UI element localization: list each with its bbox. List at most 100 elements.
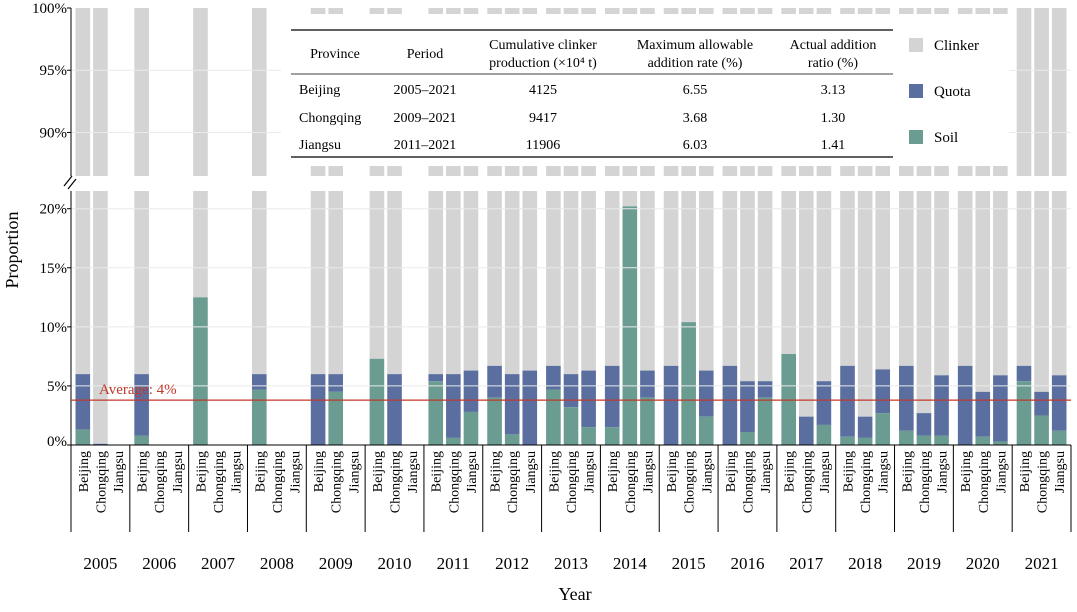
bar-clinker-lower xyxy=(875,191,891,370)
bar-clinker-lower xyxy=(757,191,773,382)
bar-clinker-lower xyxy=(957,191,973,366)
bar-soil xyxy=(740,432,755,445)
x-category-label: Jiangsu xyxy=(641,451,656,493)
table-cell: Beijing xyxy=(299,83,340,98)
bar-quota xyxy=(722,365,738,445)
bar-clinker-upper xyxy=(193,8,208,176)
bar-soil xyxy=(463,411,479,445)
bar-soil xyxy=(428,381,444,445)
bar-soil xyxy=(840,436,855,445)
legend-swatch xyxy=(909,38,923,52)
bar-soil xyxy=(563,407,579,445)
bar-clinker-lower xyxy=(581,191,596,371)
x-year-label: 2017 xyxy=(789,554,824,573)
bar-soil xyxy=(546,389,561,445)
table-cell: Jiangsu xyxy=(299,138,341,153)
bar-quota xyxy=(93,443,108,445)
x-category-label: Beijing xyxy=(430,451,445,492)
x-category-label: Jiangsu xyxy=(230,451,245,493)
bar-quota xyxy=(899,365,914,431)
bar-quota xyxy=(563,374,579,408)
bar-soil xyxy=(698,416,714,445)
bar-clinker-lower xyxy=(1016,191,1032,366)
x-category-label: Jiangsu xyxy=(112,451,127,493)
bar-quota xyxy=(975,391,991,437)
bar-clinker-lower xyxy=(816,191,832,382)
legend-label: Quota xyxy=(934,84,971,100)
x-category-label: Beijing xyxy=(489,451,504,492)
bar-quota xyxy=(134,374,149,436)
x-category-label: Beijing xyxy=(783,451,798,492)
bar-clinker-lower xyxy=(446,191,461,375)
bar-clinker-lower xyxy=(563,191,579,375)
bar-clinker-lower xyxy=(504,191,520,375)
x-category-label: Chongqing xyxy=(859,451,874,513)
bar-quota xyxy=(1051,375,1067,431)
bar-quota xyxy=(875,369,891,414)
bar-quota xyxy=(504,374,520,435)
table-cell: 2009–2021 xyxy=(394,111,457,126)
legend-label: Clinker xyxy=(934,38,979,54)
table-cell: 4125 xyxy=(529,83,557,98)
y-tick-label: 90% xyxy=(40,125,68,141)
bar-soil xyxy=(604,427,620,445)
bar-soil xyxy=(875,413,891,445)
table-header: Cumulative clinker xyxy=(489,38,597,53)
table-cell: 2011–2021 xyxy=(394,138,456,153)
x-year-label: 2010 xyxy=(378,554,412,573)
bar-clinker-lower xyxy=(840,191,855,366)
bar-quota xyxy=(957,365,973,445)
y-tick-label: 95% xyxy=(40,63,68,79)
table-header: production (×10⁴ t) xyxy=(489,56,597,71)
x-category-label: Beijing xyxy=(842,451,857,492)
bar-clinker-lower xyxy=(798,191,814,417)
bar-soil xyxy=(581,427,596,445)
x-category-label: Beijing xyxy=(547,451,562,492)
x-category-label: Chongqing xyxy=(330,451,345,513)
y-axis-title: Proportion xyxy=(2,211,22,288)
bar-quota xyxy=(446,374,461,438)
table-cell: 11906 xyxy=(526,138,560,153)
bar-soil xyxy=(446,437,461,445)
bar-clinker-lower xyxy=(640,191,655,371)
x-category-label: Jiangsu xyxy=(288,451,303,493)
x-category-label: Jiangsu xyxy=(936,451,951,493)
y-tick-label: 100% xyxy=(32,1,67,17)
x-category-label: Beijing xyxy=(900,451,915,492)
bar-quota xyxy=(640,370,655,398)
bar-clinker-lower xyxy=(740,191,755,382)
bar-quota xyxy=(428,374,444,382)
bar-clinker-lower xyxy=(193,191,208,298)
x-category-label: Jiangsu xyxy=(524,451,539,493)
x-category-label: Jiangsu xyxy=(465,451,480,493)
bar-soil xyxy=(328,391,344,445)
bar-quota xyxy=(993,375,1008,442)
table-cell: 1.30 xyxy=(821,111,846,126)
x-category-label: Beijing xyxy=(312,451,327,492)
bar-clinker-lower xyxy=(604,191,620,366)
x-category-label: Chongqing xyxy=(153,451,168,513)
bar-soil xyxy=(916,435,932,445)
bar-clinker-lower xyxy=(134,191,149,375)
bar-soil xyxy=(134,435,149,445)
table-header: Period xyxy=(407,47,444,62)
x-category-label: Beijing xyxy=(253,451,268,492)
bar-quota xyxy=(857,416,873,438)
x-category-label: Chongqing xyxy=(800,451,815,513)
bar-clinker-lower xyxy=(975,191,991,392)
bar-clinker-lower xyxy=(663,191,679,366)
x-category-label: Beijing xyxy=(194,451,209,492)
bar-quota xyxy=(581,370,596,428)
x-category-label: Beijing xyxy=(77,451,92,492)
x-category-label: Chongqing xyxy=(447,451,462,513)
bar-quota xyxy=(840,365,855,437)
x-category-label: Jiangsu xyxy=(759,451,774,493)
bar-clinker-upper xyxy=(93,8,108,176)
y-tick-label: 5% xyxy=(47,379,67,395)
bar-quota xyxy=(698,370,714,417)
bar-soil xyxy=(934,435,949,445)
x-category-label: Jiangsu xyxy=(171,451,186,493)
x-category-label: Jiangsu xyxy=(994,451,1009,493)
bar-clinker-lower xyxy=(310,191,326,375)
